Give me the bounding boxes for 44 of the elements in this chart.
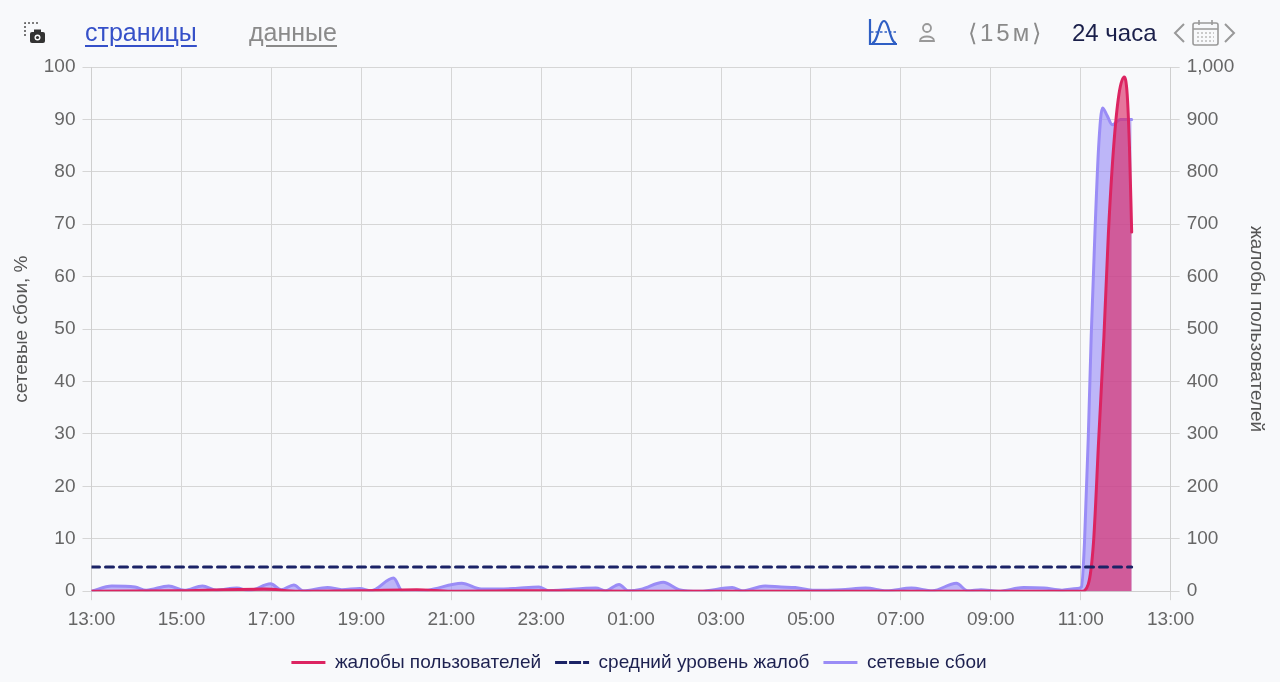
- x-tick-label: 15:00: [157, 607, 206, 629]
- x-tick-label: 17:00: [247, 607, 296, 629]
- text: данные: [249, 18, 337, 46]
- y-tick-label: 100: [43, 55, 76, 77]
- legend-label: жалобы пользователей: [334, 650, 542, 672]
- y2-axis-title: жалобы пользователей: [1247, 226, 1269, 433]
- y-tick-label: 30: [54, 422, 76, 444]
- x-tick-label: 03:00: [697, 607, 745, 629]
- y-tick-label: 20: [54, 474, 76, 496]
- text: страницы: [85, 18, 197, 46]
- y2-tick-label: 500: [1186, 317, 1219, 339]
- legend-label: сетевые сбои: [866, 650, 987, 672]
- legend-label: средний уровень жалоб: [598, 650, 810, 672]
- x-tick-label: 19:00: [337, 607, 386, 629]
- y-tick-label: 70: [54, 212, 76, 234]
- y-tick-label: 40: [54, 369, 76, 391]
- y2-tick-label: 200: [1186, 474, 1219, 496]
- y-tick-label: 10: [54, 527, 76, 549]
- y2-tick-label: 0: [1186, 579, 1198, 601]
- y2-tick-label: 400: [1186, 369, 1219, 391]
- text: 24 часа: [1072, 19, 1157, 46]
- x-tick-label: 11:00: [1057, 607, 1104, 629]
- x-tick-label: 09:00: [967, 607, 1015, 629]
- x-tick-label: 05:00: [787, 607, 835, 629]
- x-tick-label: 13:00: [67, 607, 116, 629]
- x-tick-label: 13:00: [1146, 607, 1195, 629]
- y-tick-label: 90: [54, 107, 76, 129]
- y-tick-label: 80: [54, 160, 76, 182]
- y-tick-label: 0: [64, 579, 76, 601]
- y2-tick-label: 700: [1186, 212, 1219, 234]
- y2-tick-label: 100: [1186, 527, 1219, 549]
- y-tick-label: 50: [54, 317, 76, 339]
- y2-tick-label: 600: [1186, 264, 1219, 286]
- text: ⟨15м⟩: [968, 19, 1045, 46]
- x-tick-label: 21:00: [427, 607, 475, 629]
- x-tick-label: 01:00: [607, 607, 655, 629]
- y2-tick-label: 300: [1186, 422, 1219, 444]
- x-tick-label: 07:00: [877, 607, 925, 629]
- y2-tick-label: 1,000: [1186, 55, 1235, 77]
- y-axis-title: сетевые сбои, %: [9, 255, 31, 403]
- y2-tick-label: 800: [1186, 160, 1219, 182]
- y-tick-label: 60: [54, 264, 76, 286]
- x-tick-label: 23:00: [517, 607, 565, 629]
- y2-tick-label: 900: [1186, 107, 1219, 129]
